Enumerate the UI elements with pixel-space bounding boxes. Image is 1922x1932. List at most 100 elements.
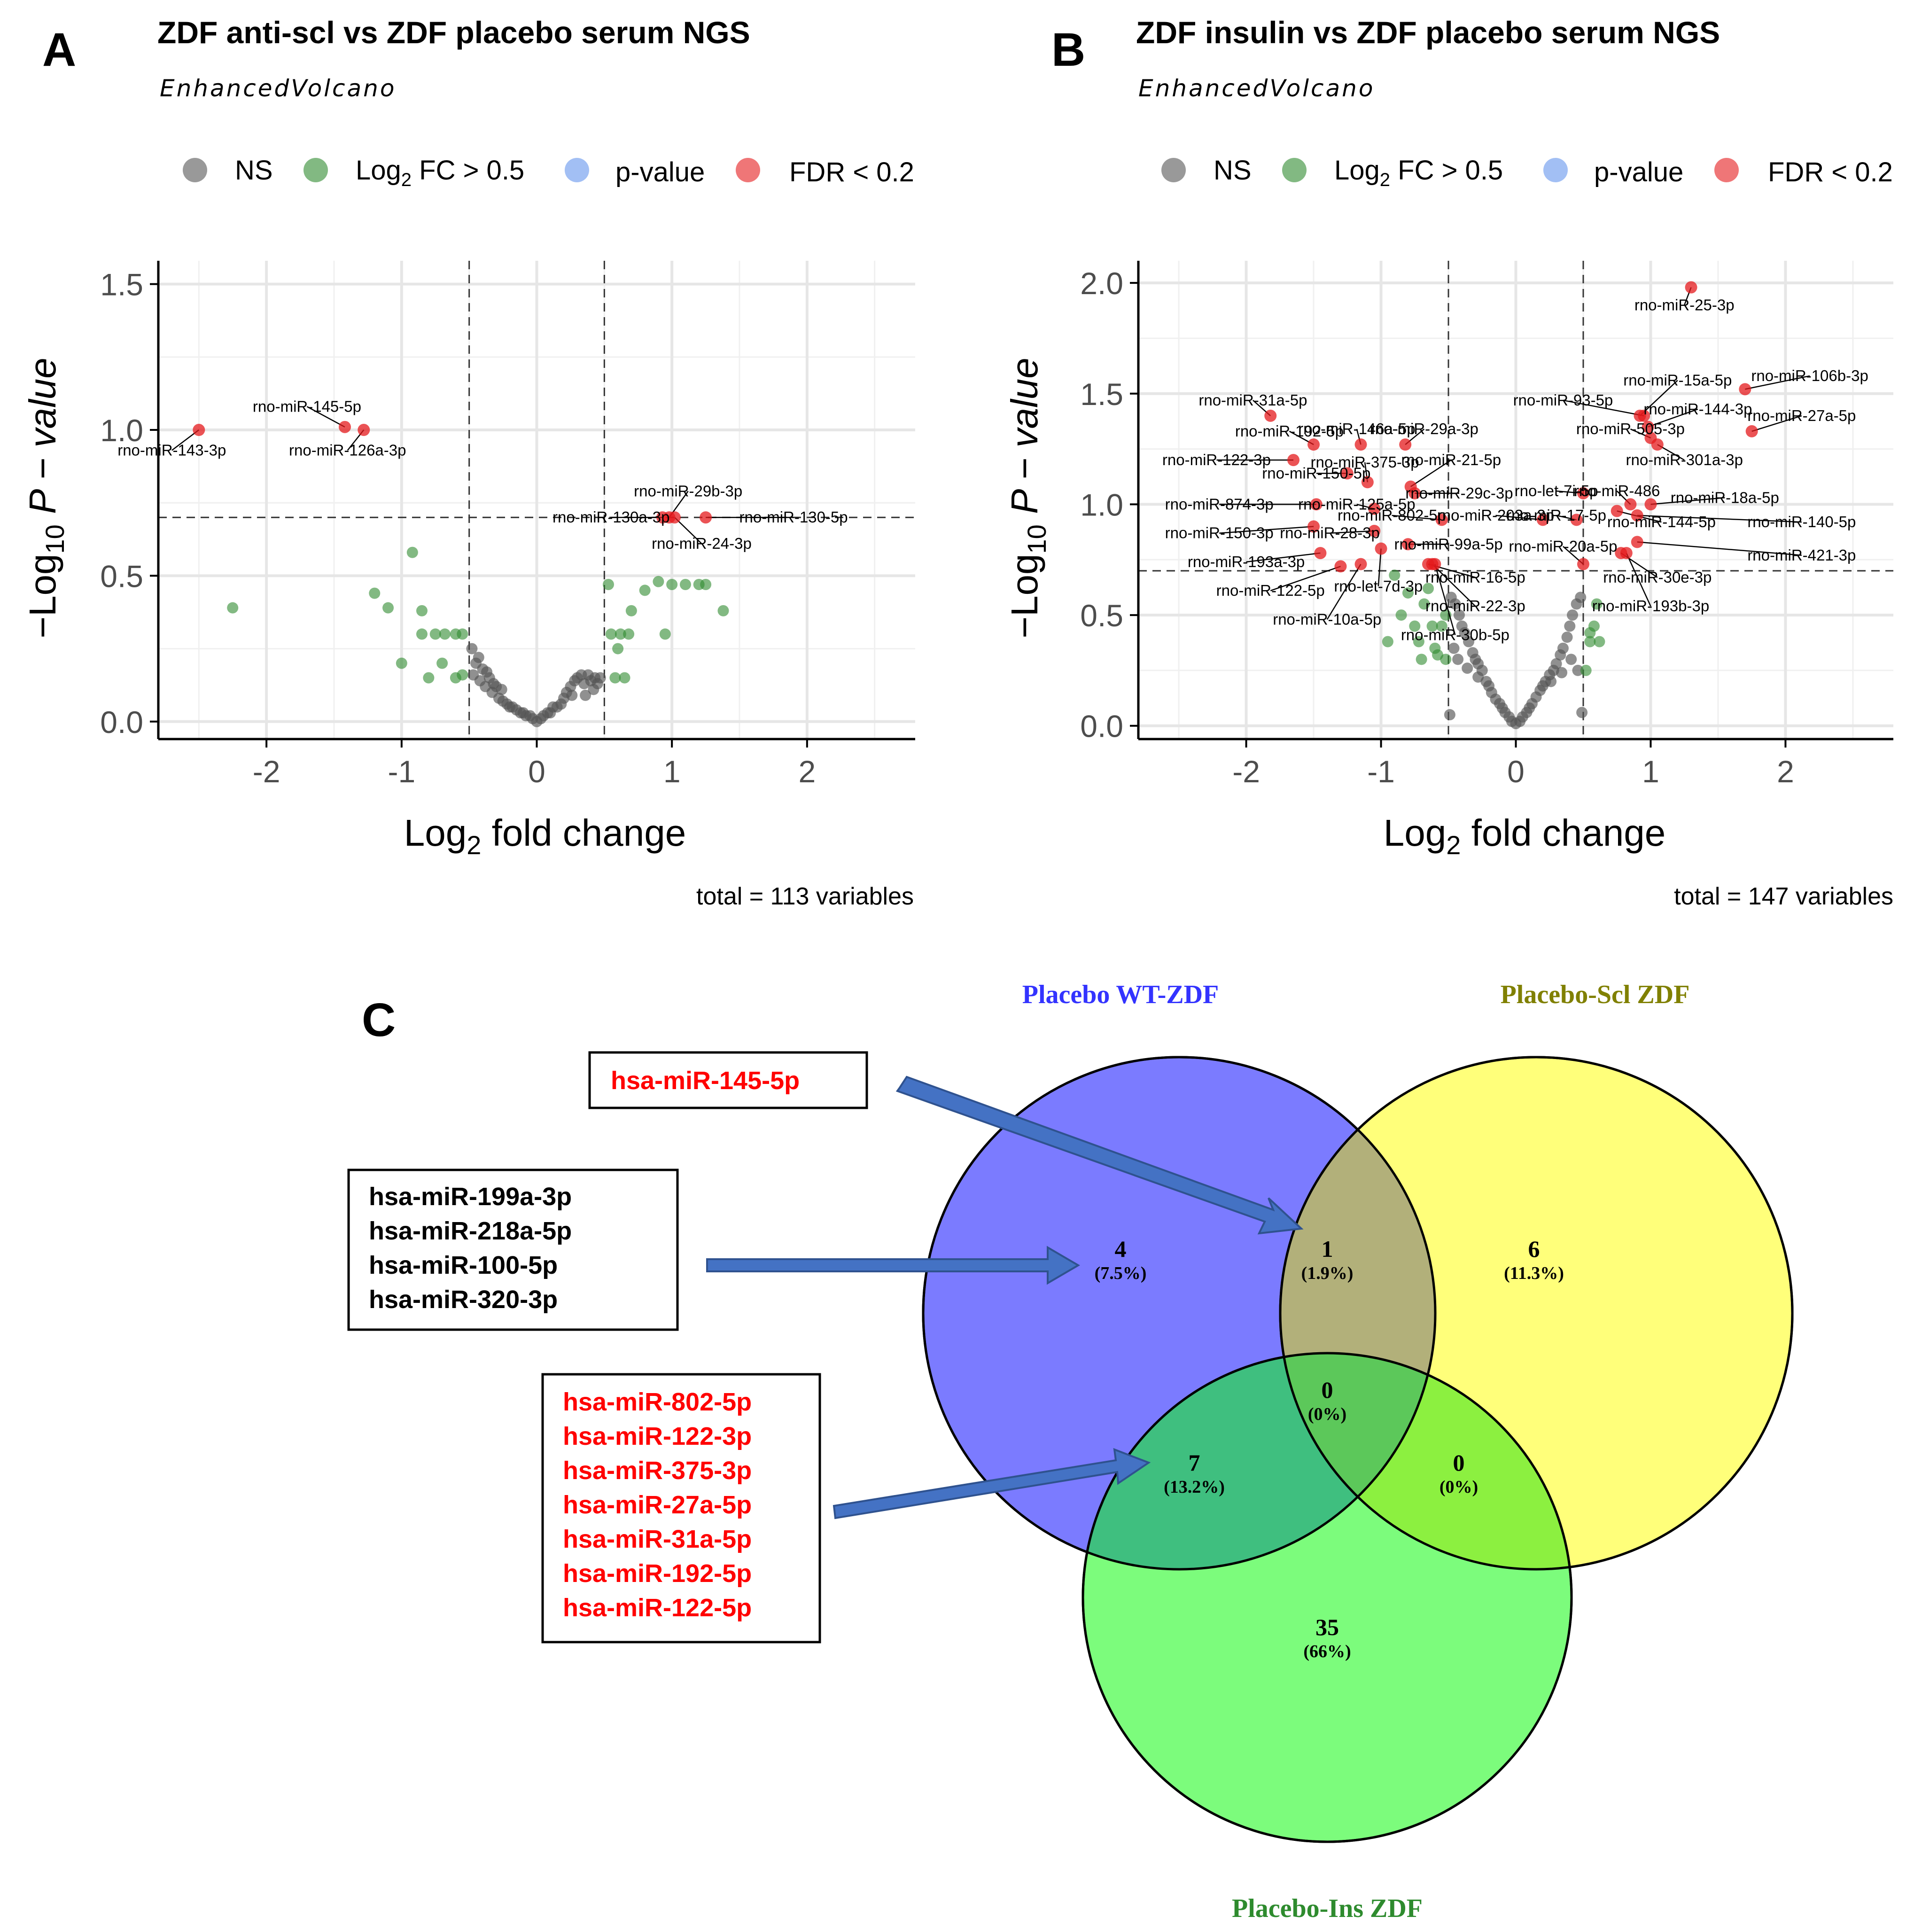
panel-b-point-fdr (1307, 438, 1320, 451)
panel-b-point-label: rno-miR-505-3p (1576, 420, 1685, 437)
panel-a-point-log2fc (623, 628, 635, 640)
venn-outline-ins (1082, 1352, 1573, 1843)
venn-overlap-scl-ins-group (1280, 1353, 1572, 1569)
annotation-box-1 (588, 1051, 868, 1109)
panel-b-point-fdr (1314, 547, 1327, 560)
panel-b-point-fdr (1577, 558, 1589, 570)
panel-a-point-log2fc (659, 628, 671, 640)
panel-b-point-log2fc (1588, 620, 1600, 632)
venn-count-all-three: 0 (1322, 1377, 1333, 1403)
panel-a-point-log2fc (382, 602, 394, 614)
legend-fc-swatch (303, 158, 328, 182)
panel-a-point-log2fc (653, 576, 664, 587)
panel-b-x-tick-label: -1 (1367, 754, 1395, 789)
panel-b-plot: rno-miR-25-3p rno-miR-31a-5p rno-miR-192-5… (1080, 261, 1893, 789)
panel-a-letter: A (42, 23, 76, 76)
panel-b-point-label: rno-miR-106b-3p (1751, 367, 1868, 384)
panel-b-point-label: rno-miR-30b-5p (1401, 626, 1510, 643)
panel-a-point-log2fc (457, 669, 468, 681)
panel-b-point-ns (1576, 707, 1588, 718)
panel-a-point-log2fc (439, 628, 451, 640)
panel-b-label-connector (1637, 514, 1802, 523)
panel-b-point-fdr (1307, 520, 1320, 533)
panel-b-point-log2fc (1389, 569, 1401, 581)
venn-count-wt-scl: 1 (1322, 1236, 1333, 1262)
annotation-box-3-line: hsa-miR-375-3p (563, 1457, 752, 1485)
annotation-box-1-line: hsa-miR-145-5p (611, 1067, 800, 1095)
panel-b-point-label: rno-miR-25-3p (1634, 296, 1735, 313)
panel-a-x-tick-label: 1 (663, 754, 681, 789)
legend-fc-swatch (1282, 158, 1307, 182)
panel-b-point-label: rno-miR-144-3p (1643, 400, 1752, 418)
panel-a-point-log2fc (416, 605, 428, 616)
panel-b-point-fdr (1429, 558, 1441, 570)
legend-fc-label: Log2 FC > 0.5 (356, 155, 524, 190)
panel-a-point-label: rno-miR-29b-3p (634, 482, 742, 499)
panel-b-point-log2fc (1436, 620, 1447, 632)
panel-a-point-ns (594, 672, 606, 684)
panel-a-point-log2fc (602, 579, 614, 591)
panel-b-point-label: rno-miR-421-3p (1747, 546, 1856, 564)
venn-count-scl-only: 6 (1528, 1236, 1540, 1262)
panel-b-point-label: rno-miR-375-3p (1311, 453, 1419, 471)
panel-b-point-fdr (1354, 438, 1367, 451)
panel-a-x-axis-title: Log2 fold change (404, 812, 686, 860)
panel-b-point-label: rno-miR-21-5p (1401, 451, 1501, 468)
panel-a-point-log2fc (700, 579, 712, 591)
venn-overlap-wt-ins (1083, 1353, 1435, 1569)
panel-b-point-fdr (1745, 425, 1758, 437)
panel-b-y-axis-title: −Log10 P − value (1004, 358, 1051, 639)
panel-a-point-fdr (656, 511, 669, 524)
panel-b-caption: total = 147 variables (1674, 883, 1893, 910)
panel-b-label-connector (1326, 564, 1362, 620)
panel-a-point-label: rno-miR-126a-3p (289, 441, 406, 459)
annotation-box-3-line: hsa-miR-802-5p (563, 1388, 752, 1416)
panel-b-point-ns (1452, 654, 1464, 665)
panel-b-point-fdr (1368, 524, 1381, 537)
panel-b-point-label: rno-miR-140-5p (1747, 513, 1856, 530)
panel-a-point-log2fc (615, 628, 626, 640)
panel-b-label-connector (1650, 497, 1725, 505)
panel-b-point-fdr (1354, 558, 1367, 570)
panel-b-point-label: rno-miR-22-3p (1425, 597, 1525, 615)
panel-b-point-label: rno-miR-15a-5p (1623, 372, 1732, 389)
panel-a-point-fdr (193, 424, 205, 436)
venn-outline-wt (922, 1056, 1437, 1571)
panel-a-subtitle: EnhancedVolcano (160, 75, 396, 102)
panel-b-point-label: rno-miR-99a-5p (1394, 535, 1502, 553)
panel-b-point-ns (1572, 664, 1584, 676)
panel-b-point-ns (1459, 627, 1471, 639)
panel-b-x-tick-label: 0 (1507, 754, 1525, 789)
panel-b-label-connector (1432, 563, 1476, 607)
panel-a-point-ns (481, 666, 493, 678)
panel-b-point-label: rno-miR-31a-5p (1198, 391, 1307, 409)
panel-a-point-label: rno-miR-145-5p (253, 397, 361, 415)
panel-a-point-log2fc (406, 546, 418, 558)
venn-count-scl-ins: 0 (1453, 1449, 1465, 1476)
panel-a-y-tick-label: 1.0 (100, 413, 143, 448)
panel-b-point-log2fc (1402, 587, 1414, 599)
panel-b-letter: B (1051, 23, 1085, 76)
panel-b-label-connector (1648, 408, 1698, 428)
annotation-box-3-line: hsa-miR-122-5p (563, 1594, 752, 1622)
panel-b-label-connector (1330, 530, 1375, 534)
panel-b-x-axis-title: Log2 fold change (1384, 812, 1666, 860)
annotation-box-2 (347, 1169, 679, 1331)
panel-a-point-log2fc (457, 628, 468, 640)
panel-b-point-label: rno-miR-203a-3p (1437, 506, 1554, 524)
panel-b-point-label: rno-miR-150-3p (1165, 524, 1274, 542)
panel-b-point-log2fc (1416, 654, 1427, 665)
panel-b-point-label: rno-miR-301a-3p (1626, 451, 1743, 468)
panel-b-point-log2fc (1422, 583, 1434, 594)
panel-a-plot: rno-miR-143-3p rno-miR-145-5p rno-miR-126a… (100, 261, 915, 789)
annotation-box-2-line: hsa-miR-100-5p (369, 1251, 558, 1279)
panel-a-x-tick-label: -1 (388, 754, 415, 789)
panel-b-point-fdr (1310, 498, 1323, 511)
panel-a-point-ns (474, 675, 486, 686)
legend-fdr-label: FDR < 0.2 (1768, 157, 1893, 187)
venn-count-wt-only: 4 (1115, 1236, 1127, 1262)
panel-b-point-fdr (1264, 409, 1277, 422)
panel-a-point-log2fc (416, 628, 428, 640)
panel-b-point-log2fc (1395, 609, 1407, 621)
panel-a-point-log2fc (619, 672, 630, 684)
